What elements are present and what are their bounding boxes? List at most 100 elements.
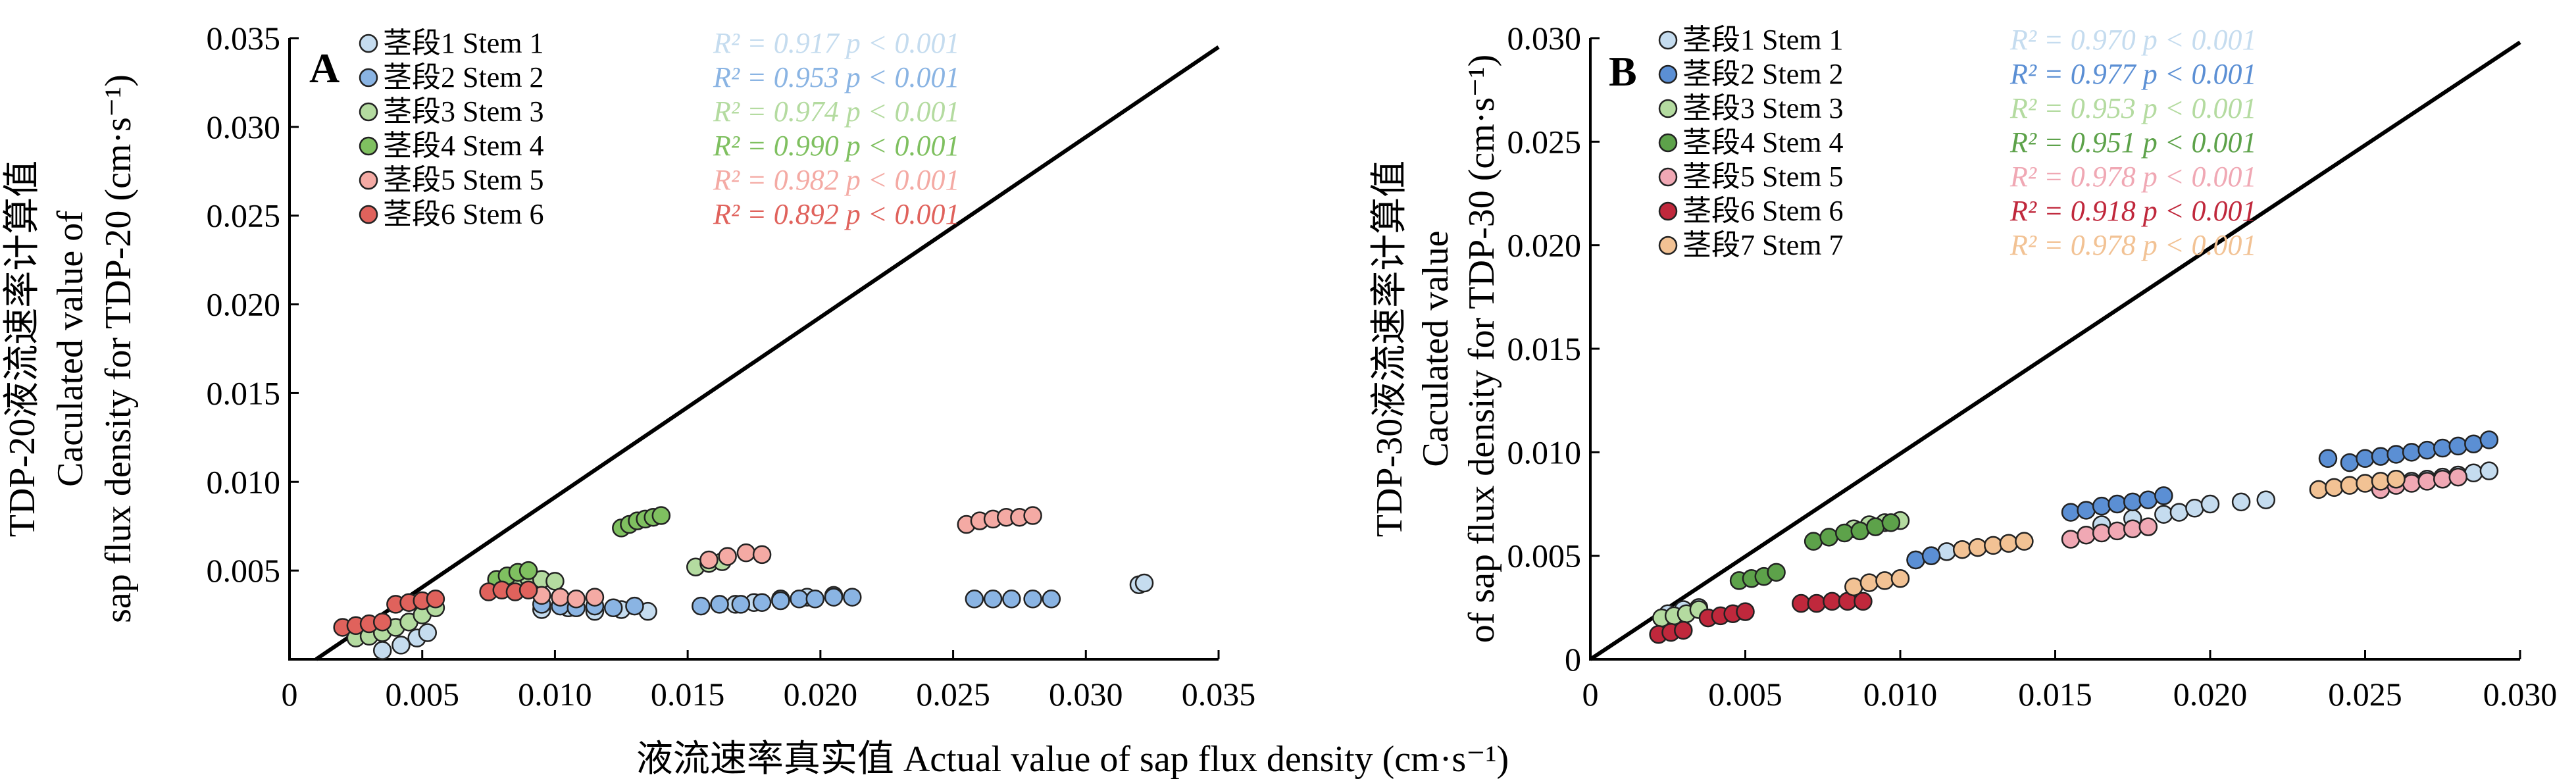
data-point bbox=[567, 590, 586, 609]
data-point bbox=[1890, 569, 1910, 588]
legend-stat: R² = 0.977 p < 0.001 bbox=[2009, 58, 2256, 90]
x-tick-label: 0.020 bbox=[2173, 676, 2248, 713]
data-point bbox=[1807, 594, 1827, 613]
data-point bbox=[2479, 461, 2499, 480]
data-point bbox=[1819, 528, 1838, 547]
data-point bbox=[1834, 523, 1854, 543]
data-point bbox=[1023, 590, 1042, 609]
y-axis-title: TDP-20液流速率计算值 bbox=[2, 161, 43, 537]
data-point bbox=[692, 596, 711, 616]
data-point bbox=[1823, 592, 1842, 611]
legend-marker bbox=[1658, 167, 1678, 187]
legend-marker bbox=[359, 136, 378, 156]
reference-line bbox=[315, 45, 1220, 661]
data-point bbox=[1968, 538, 1987, 557]
data-point bbox=[1952, 540, 1972, 559]
data-point bbox=[2371, 472, 2390, 491]
y-tick-label: 0.005 bbox=[1507, 538, 1582, 574]
x-tick-label: 0.010 bbox=[1863, 676, 1938, 713]
panel-label: A bbox=[309, 45, 340, 91]
x-tick-label: 0.020 bbox=[784, 676, 858, 713]
data-point bbox=[805, 590, 825, 609]
data-point bbox=[2185, 499, 2204, 518]
x-tick-label: 0.015 bbox=[2018, 676, 2092, 713]
y-axis-title: TDP-30液流速率计算值 bbox=[1369, 161, 1410, 537]
y-tick-label: 0.030 bbox=[207, 109, 281, 145]
data-point bbox=[983, 590, 1003, 609]
legend-marker bbox=[1658, 236, 1678, 255]
data-point bbox=[625, 596, 644, 616]
data-point bbox=[2092, 496, 2111, 516]
y-tick-label: 0.020 bbox=[1507, 227, 1582, 264]
data-point bbox=[2077, 501, 2096, 520]
x-tick-label: 0 bbox=[282, 676, 298, 713]
legend-label: 茎段6 Stem 6 bbox=[383, 198, 543, 230]
legend-label: 茎段2 Stem 2 bbox=[383, 61, 543, 93]
data-point bbox=[2417, 472, 2437, 491]
x-tick-label: 0.035 bbox=[1182, 676, 1256, 713]
data-point bbox=[2061, 530, 2081, 549]
data-point bbox=[2123, 492, 2142, 512]
data-point bbox=[1854, 592, 1873, 611]
data-point bbox=[551, 588, 570, 607]
data-point bbox=[1023, 506, 1042, 525]
data-point bbox=[752, 545, 772, 565]
data-point bbox=[752, 593, 772, 612]
data-point bbox=[731, 595, 751, 614]
legend-stat: R² = 0.978 p < 0.001 bbox=[2009, 161, 2256, 193]
data-point bbox=[1906, 550, 1925, 570]
x-tick-label: 0.025 bbox=[2328, 676, 2402, 713]
y-axis-title: Caculated value bbox=[1415, 230, 1456, 467]
data-point bbox=[2464, 463, 2483, 483]
data-point bbox=[2309, 480, 2329, 499]
panel-b: 0 0.005 0.010 0.015 0.020 0.025 0.030 0 0.005 0.0… bbox=[1369, 20, 2557, 713]
legend-stat: R² = 0.978 p < 0.001 bbox=[2009, 229, 2256, 261]
data-point bbox=[1859, 573, 1879, 592]
data-point bbox=[2402, 443, 2421, 462]
data-point bbox=[1875, 571, 1894, 590]
legend-label: 茎段5 Stem 5 bbox=[383, 164, 543, 196]
data-point bbox=[2448, 467, 2468, 487]
data-point bbox=[2433, 469, 2452, 489]
reference-line bbox=[1589, 40, 2521, 661]
y-tick-label: 0.025 bbox=[1507, 123, 1582, 160]
data-point bbox=[2108, 494, 2127, 514]
data-point bbox=[1674, 620, 1693, 640]
legend-stat: R² = 0.953 p < 0.001 bbox=[713, 61, 959, 93]
legend-marker bbox=[1658, 201, 1678, 221]
legend-stat: R² = 0.892 p < 0.001 bbox=[713, 198, 959, 230]
legend-label: 茎段2 Stem 2 bbox=[1682, 58, 1843, 90]
data-point bbox=[2387, 445, 2406, 464]
data-point bbox=[418, 623, 438, 642]
data-point bbox=[372, 641, 392, 660]
data-point bbox=[2200, 494, 2220, 514]
data-point bbox=[603, 598, 623, 618]
legend-stat: R² = 0.953 p < 0.001 bbox=[2009, 92, 2256, 124]
panel-a: 0 0.005 0.010 0.015 0.020 0.025 0.030 0.035 0.00… bbox=[2, 20, 1255, 713]
data-point bbox=[2077, 525, 2096, 545]
legend-label: 茎段4 Stem 4 bbox=[383, 130, 543, 162]
x-tick-label: 0.005 bbox=[1708, 676, 1782, 713]
data-point bbox=[1937, 542, 1956, 561]
data-point bbox=[1767, 563, 1786, 582]
legend-stat: R² = 0.970 p < 0.001 bbox=[2009, 24, 2256, 56]
data-point bbox=[699, 550, 719, 570]
data-point bbox=[585, 588, 605, 607]
data-point bbox=[2402, 474, 2421, 493]
data-point bbox=[2433, 438, 2452, 458]
legend-marker bbox=[1658, 133, 1678, 153]
data-point bbox=[1042, 590, 1061, 609]
data-point bbox=[790, 590, 809, 609]
data-point bbox=[2231, 492, 2251, 512]
y-tick-label: 0.035 bbox=[207, 20, 281, 57]
legend-marker bbox=[1658, 64, 1678, 84]
data-point bbox=[718, 547, 737, 566]
data-point bbox=[2340, 453, 2360, 472]
data-point bbox=[2169, 503, 2189, 522]
y-tick-label: 0.005 bbox=[207, 552, 281, 589]
legend-stat: R² = 0.982 p < 0.001 bbox=[713, 164, 959, 196]
data-point bbox=[2138, 517, 2158, 536]
data-point bbox=[736, 543, 756, 563]
x-tick-label: 0.030 bbox=[2483, 676, 2558, 713]
legend-label: 茎段3 Stem 3 bbox=[1682, 92, 1843, 124]
